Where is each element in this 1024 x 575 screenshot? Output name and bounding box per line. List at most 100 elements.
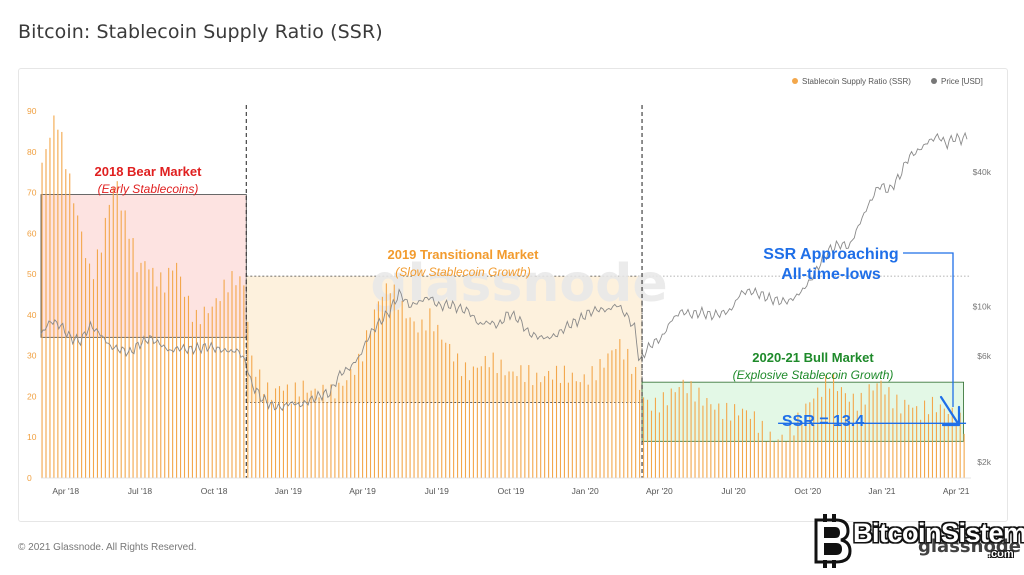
ssr-bar: [314, 388, 316, 478]
y-axis-right-tick: $2k: [977, 457, 991, 467]
ssr-bar: [223, 279, 225, 478]
ssr-bar: [741, 408, 744, 478]
bitcoin-b-logo-icon: [814, 514, 852, 568]
y-axis-right-tick: $6k: [977, 351, 991, 361]
ssr-bar: [924, 400, 926, 478]
ssr-bar: [358, 353, 360, 478]
ssr-bar: [57, 129, 59, 478]
transition-market-title: 2019 Transitional Market: [387, 247, 539, 262]
ssr-bar: [848, 401, 850, 478]
ssr-bar: [579, 382, 581, 478]
y-axis-left-tick: 10: [27, 432, 37, 442]
ssr-bar: [53, 115, 55, 479]
ssr-bar: [516, 376, 518, 478]
ssr-bar: [571, 372, 573, 478]
ssr-bar: [817, 387, 819, 478]
ssr-bar: [373, 309, 376, 478]
ssr-bar: [500, 359, 502, 478]
ssr-bar: [389, 293, 391, 478]
ssr-bar: [251, 355, 253, 478]
bitcoinsistemi-logo: BitcoinSistemi .com glassnode: [808, 512, 1024, 568]
ssr-bar: [405, 318, 407, 478]
ssr-bar: [476, 367, 478, 478]
ssr-bar: [334, 398, 336, 478]
ssr-bar: [508, 371, 510, 478]
ssr-bar: [662, 392, 664, 478]
ssr-bar: [108, 204, 110, 478]
ssr-bar: [920, 419, 922, 478]
ssr-value-label: SSR = 13.4: [782, 413, 864, 430]
ssr-bar: [555, 365, 558, 478]
ssr-bar: [88, 263, 91, 478]
ssr-bar: [832, 374, 835, 478]
ssr-bar: [623, 359, 625, 478]
ssr-bar: [49, 137, 51, 478]
ssr-bar: [698, 387, 700, 478]
ssr-bar: [540, 382, 542, 478]
ssr-bar: [892, 408, 894, 478]
y-axis-left-tick: 70: [27, 188, 37, 198]
ssr-approaching-line2: All-time-lows: [781, 266, 881, 283]
ssr-bar: [409, 317, 411, 478]
ssr-bar: [227, 292, 229, 478]
ssr-bar: [496, 373, 498, 478]
ssr-bar: [658, 412, 660, 478]
ssr-bar: [512, 371, 514, 478]
ssr-bar: [615, 349, 617, 478]
ssr-bar: [65, 169, 67, 478]
ssr-bar: [460, 376, 463, 478]
x-axis-tick: Jul '18: [128, 486, 153, 496]
ssr-bar: [195, 309, 197, 478]
ssr-bar: [484, 355, 486, 478]
ssr-bar: [654, 397, 656, 478]
ssr-bar: [274, 388, 277, 478]
ssr-bar: [492, 352, 494, 478]
ssr-bar: [168, 267, 170, 478]
ssr-bar: [674, 392, 676, 478]
ssr-bar: [457, 353, 459, 478]
ssr-bar: [706, 398, 708, 478]
y-axis-left-tick: 60: [27, 228, 37, 238]
ssr-bar: [591, 366, 593, 478]
ssr-bar: [749, 418, 751, 478]
ssr-bar: [809, 402, 811, 478]
legend-ssr-label: Stablecoin Supply Ratio (SSR): [802, 77, 911, 86]
ssr-bar: [714, 409, 716, 478]
ssr-bar: [445, 342, 447, 478]
ssr-bar: [433, 331, 435, 478]
ssr-bar: [207, 313, 209, 478]
ssr-bar: [112, 187, 114, 478]
y-axis-left-tick: 50: [27, 269, 37, 279]
ssr-bar: [805, 403, 807, 478]
y-axis-left-tick: 40: [27, 310, 37, 320]
ssr-bar: [524, 381, 526, 478]
ssr-bar: [801, 421, 803, 478]
ssr-bar: [104, 217, 106, 479]
ssr-bar: [563, 365, 565, 478]
ssr-bar: [619, 339, 621, 478]
copyright-notice: © 2021 Glassnode. All Rights Reserved.: [18, 542, 197, 553]
ssr-bar: [397, 309, 399, 478]
glassnode-overlay-text: glassnode: [918, 536, 1021, 557]
ssr-bar: [215, 298, 217, 478]
ssr-bar: [927, 414, 930, 478]
ssr-bar: [955, 426, 957, 478]
ssr-bar: [298, 396, 300, 478]
ssr-bar: [567, 382, 569, 478]
ssr-bar: [354, 374, 356, 478]
glassnode-watermark: glassnode: [370, 254, 667, 314]
ssr-bar: [282, 390, 284, 478]
ssr-bar: [342, 385, 344, 478]
ssr-bar: [183, 296, 186, 478]
ssr-bar: [417, 332, 419, 478]
ssr-bar: [326, 402, 328, 478]
ssr-bar: [69, 173, 71, 478]
ssr-bar: [176, 262, 178, 478]
ssr-bar: [722, 418, 724, 478]
ssr-bar: [532, 385, 534, 478]
ssr-bar: [864, 404, 866, 478]
x-axis-tick: Jul '19: [425, 486, 450, 496]
ssr-bar: [302, 380, 304, 478]
ssr-bar: [480, 366, 482, 478]
ssr-bar: [611, 350, 613, 478]
